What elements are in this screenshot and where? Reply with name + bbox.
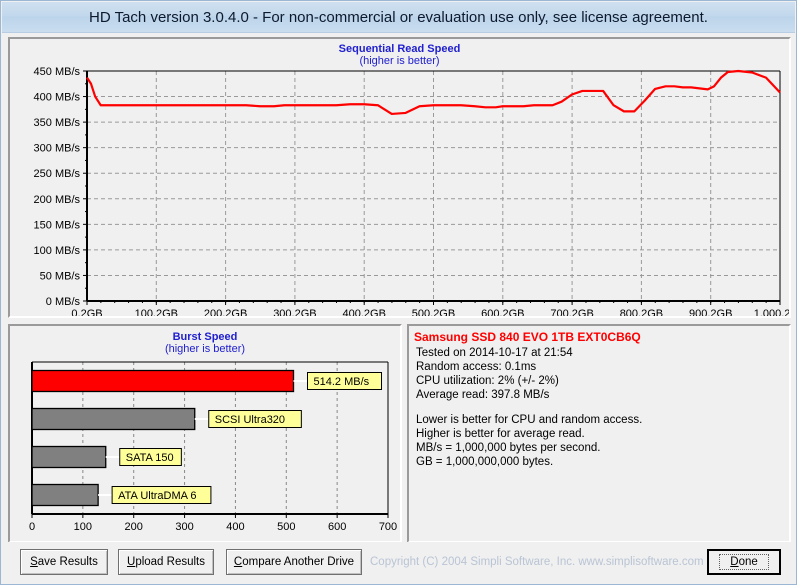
- seq-x-tick-label: 500,2GB: [412, 308, 455, 316]
- info-random-access: Random access: 0.1ms: [416, 361, 537, 373]
- note-higher-better: Higher is better for average read.: [416, 428, 585, 440]
- upload-label-rest: pload Results: [135, 556, 205, 568]
- info-average-read: Average read: 397.8 MB/s: [416, 389, 550, 401]
- compare-label-rest: ompare Another Drive: [242, 556, 355, 568]
- done-accel-char: D: [730, 556, 739, 568]
- burst-speed-panel: Burst Speed (higher is better) 0 100 200 30…: [8, 324, 402, 543]
- note-gb-define: GB = 1,000,000,000 bytes.: [416, 456, 554, 468]
- upload-accel-char: U: [127, 556, 136, 568]
- burst-bar-label-box: [119, 448, 182, 466]
- sequential-chart-title: Sequential Read Speed: [338, 43, 461, 55]
- burst-x-tick-label: 100: [74, 521, 92, 533]
- burst-bar-label: SATA 150: [126, 452, 174, 464]
- done-label-rest: one: [738, 556, 758, 568]
- burst-chart-subtitle: (higher is better): [164, 343, 246, 355]
- burst-x-tick-label: 700: [379, 521, 397, 533]
- seq-x-tick-label: 100,2GB: [135, 308, 178, 316]
- info-spacer: [413, 402, 785, 413]
- burst-bar-label: ATA UltraDMA 6: [118, 490, 196, 502]
- burst-x-tick-label: 400: [226, 521, 244, 533]
- seq-y-tick-label: 150 MB/s: [34, 219, 81, 231]
- seq-x-tick-label: 900,2GB: [689, 308, 732, 316]
- burst-x-tick-label: 500: [277, 521, 295, 533]
- note-lower-better: Lower is better for CPU and random acces…: [416, 414, 643, 426]
- seq-x-tick-label: 1.000,2GB: [754, 308, 789, 316]
- seq-y-tick-label: 100 MB/s: [34, 245, 81, 257]
- window-title-bar: HD Tach version 3.0.4.0 - For non-commer…: [2, 2, 795, 33]
- sequential-read-curve: [86, 69, 781, 116]
- sequential-chart-subtitle: (higher is better): [359, 55, 440, 67]
- burst-speed-chart: 0 100 200 300 400 500 600 700 514.2 MB/s SCSI Ult…: [29, 361, 397, 533]
- seq-x-tick-label: 400,2GB: [342, 308, 385, 316]
- seq-x-tick-label: 0,2GB: [71, 308, 102, 316]
- sequential-read-chart: 0 MB/s 50 MB/s 100 MB/s 150 MB/s 200 MB/s 250…: [34, 66, 789, 316]
- done-button[interactable]: Done: [707, 549, 781, 575]
- seq-y-tick-label: 0 MB/s: [46, 296, 81, 308]
- burst-x-tick-label: 200: [125, 521, 143, 533]
- seq-y-tick-label: 400 MB/s: [34, 92, 81, 104]
- burst-bar: [31, 407, 196, 431]
- sequential-read-panel: Sequential Read Speed (higher is better)…: [8, 37, 791, 318]
- drive-info-panel: Samsung SSD 840 EVO 1TB EXT0CB6Q Tested …: [407, 324, 791, 543]
- info-cpu-utilization: CPU utilization: 2% (+/- 2%): [416, 375, 559, 387]
- seq-x-tick-label: 600,2GB: [481, 308, 524, 316]
- burst-x-tick-label: 0: [29, 521, 35, 533]
- window-title: HD Tach version 3.0.4.0 - For non-commer…: [89, 8, 708, 26]
- burst-bar: [31, 369, 295, 393]
- seq-y-tick-label: 200 MB/s: [34, 194, 81, 206]
- save-accel-char: S: [30, 556, 38, 568]
- burst-x-tick-label: 600: [328, 521, 346, 533]
- burst-bar-label-box: [111, 486, 212, 504]
- copyright-text: Copyright (C) 2004 Simpli Software, Inc.…: [370, 556, 704, 568]
- info-tested-on: Tested on 2014-10-17 at 21:54: [416, 347, 573, 359]
- seq-y-tick-label: 300 MB/s: [34, 143, 81, 155]
- burst-bar: [31, 445, 107, 469]
- note-mbs-define: MB/s = 1,000,000 bytes per second.: [416, 442, 601, 454]
- seq-x-tick-label: 200,2GB: [204, 308, 247, 316]
- seq-y-tick-label: 250 MB/s: [34, 168, 81, 180]
- burst-bar-label-box: [208, 410, 302, 428]
- seq-x-tick-label: 300,2GB: [273, 308, 316, 316]
- drive-model-name: Samsung SSD 840 EVO 1TB EXT0CB6Q: [414, 330, 641, 344]
- seq-y-tick-label: 50 MB/s: [40, 270, 81, 282]
- compare-accel-char: C: [233, 556, 243, 568]
- burst-bar-label: SCSI Ultra320: [215, 414, 285, 426]
- seq-x-tick-label: 700,2GB: [550, 308, 593, 316]
- seq-y-tick-label: 350 MB/s: [34, 117, 81, 129]
- burst-chart-title: Burst Speed: [172, 331, 238, 343]
- seq-y-tick-label: 450 MB/s: [34, 66, 81, 78]
- burst-bar-label: 514.2 MB/s: [314, 376, 370, 388]
- burst-bar: [31, 483, 99, 507]
- seq-x-tick-label: 800,2GB: [620, 308, 663, 316]
- save-label-rest: ave Results: [37, 556, 98, 568]
- burst-bar-label-box: [307, 372, 383, 390]
- burst-x-tick-label: 300: [175, 521, 193, 533]
